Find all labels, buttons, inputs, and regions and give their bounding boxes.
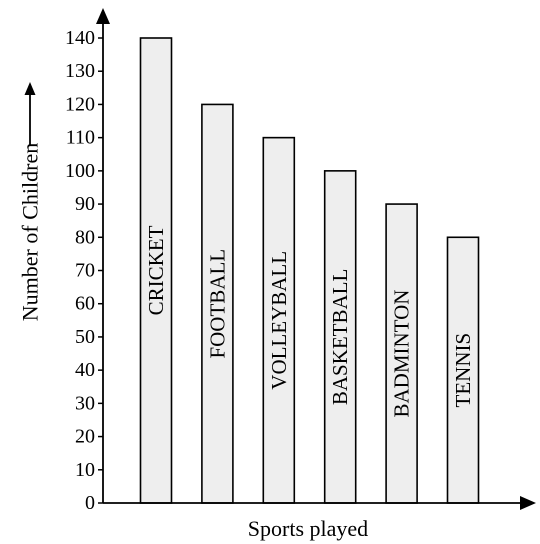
y-tick-label: 70 [75,260,95,282]
y-tick-label: 30 [75,392,95,414]
y-tick-label: 120 [65,93,95,115]
y-axis-title-group: Number of Children [18,143,43,321]
y-tick-label: 50 [75,326,95,348]
y-tick-label: 110 [66,127,95,149]
y-tick-label: 20 [75,426,95,448]
y-tick-label: 40 [75,359,95,381]
y-tick-label: 10 [75,459,95,481]
y-axis-arrow [96,8,110,24]
bar-cricket [139,37,173,504]
x-axis-arrow [520,496,536,510]
y-axis-title-arrow [24,82,36,145]
y-axis-title: Number of Children [18,143,43,321]
bars: CRICKET FOOTBALL VOLLEYBALL BASKETBALL BADMI… [139,37,480,504]
y-tick-label: 0 [85,492,95,514]
y-tick-label: 60 [75,293,95,315]
bar-label-badminton: BADMINTON [390,290,414,418]
bar-basketball [323,170,357,504]
bar-label-tennis: TENNIS [451,333,475,408]
y-axis-ticks: 0 10 20 30 40 50 60 70 80 90 100 110 120 130 140 [65,27,103,514]
bar-label-cricket: CRICKET [144,225,168,315]
bar-label-volleyball: VOLLEYBALL [267,251,291,390]
x-axis-title: Sports played [248,516,368,541]
axes [96,8,536,510]
y-tick-label: 130 [65,60,95,82]
y-tick-label: 80 [75,226,95,248]
bar-football [201,103,234,504]
bar-volleyball [262,136,296,504]
y-tick-label: 140 [65,27,95,49]
bar-label-basketball: BASKETBALL [328,269,352,406]
bar-label-football: FOOTBALL [205,249,229,359]
y-tick-label: 100 [65,160,95,182]
y-tick-label: 90 [75,193,95,215]
